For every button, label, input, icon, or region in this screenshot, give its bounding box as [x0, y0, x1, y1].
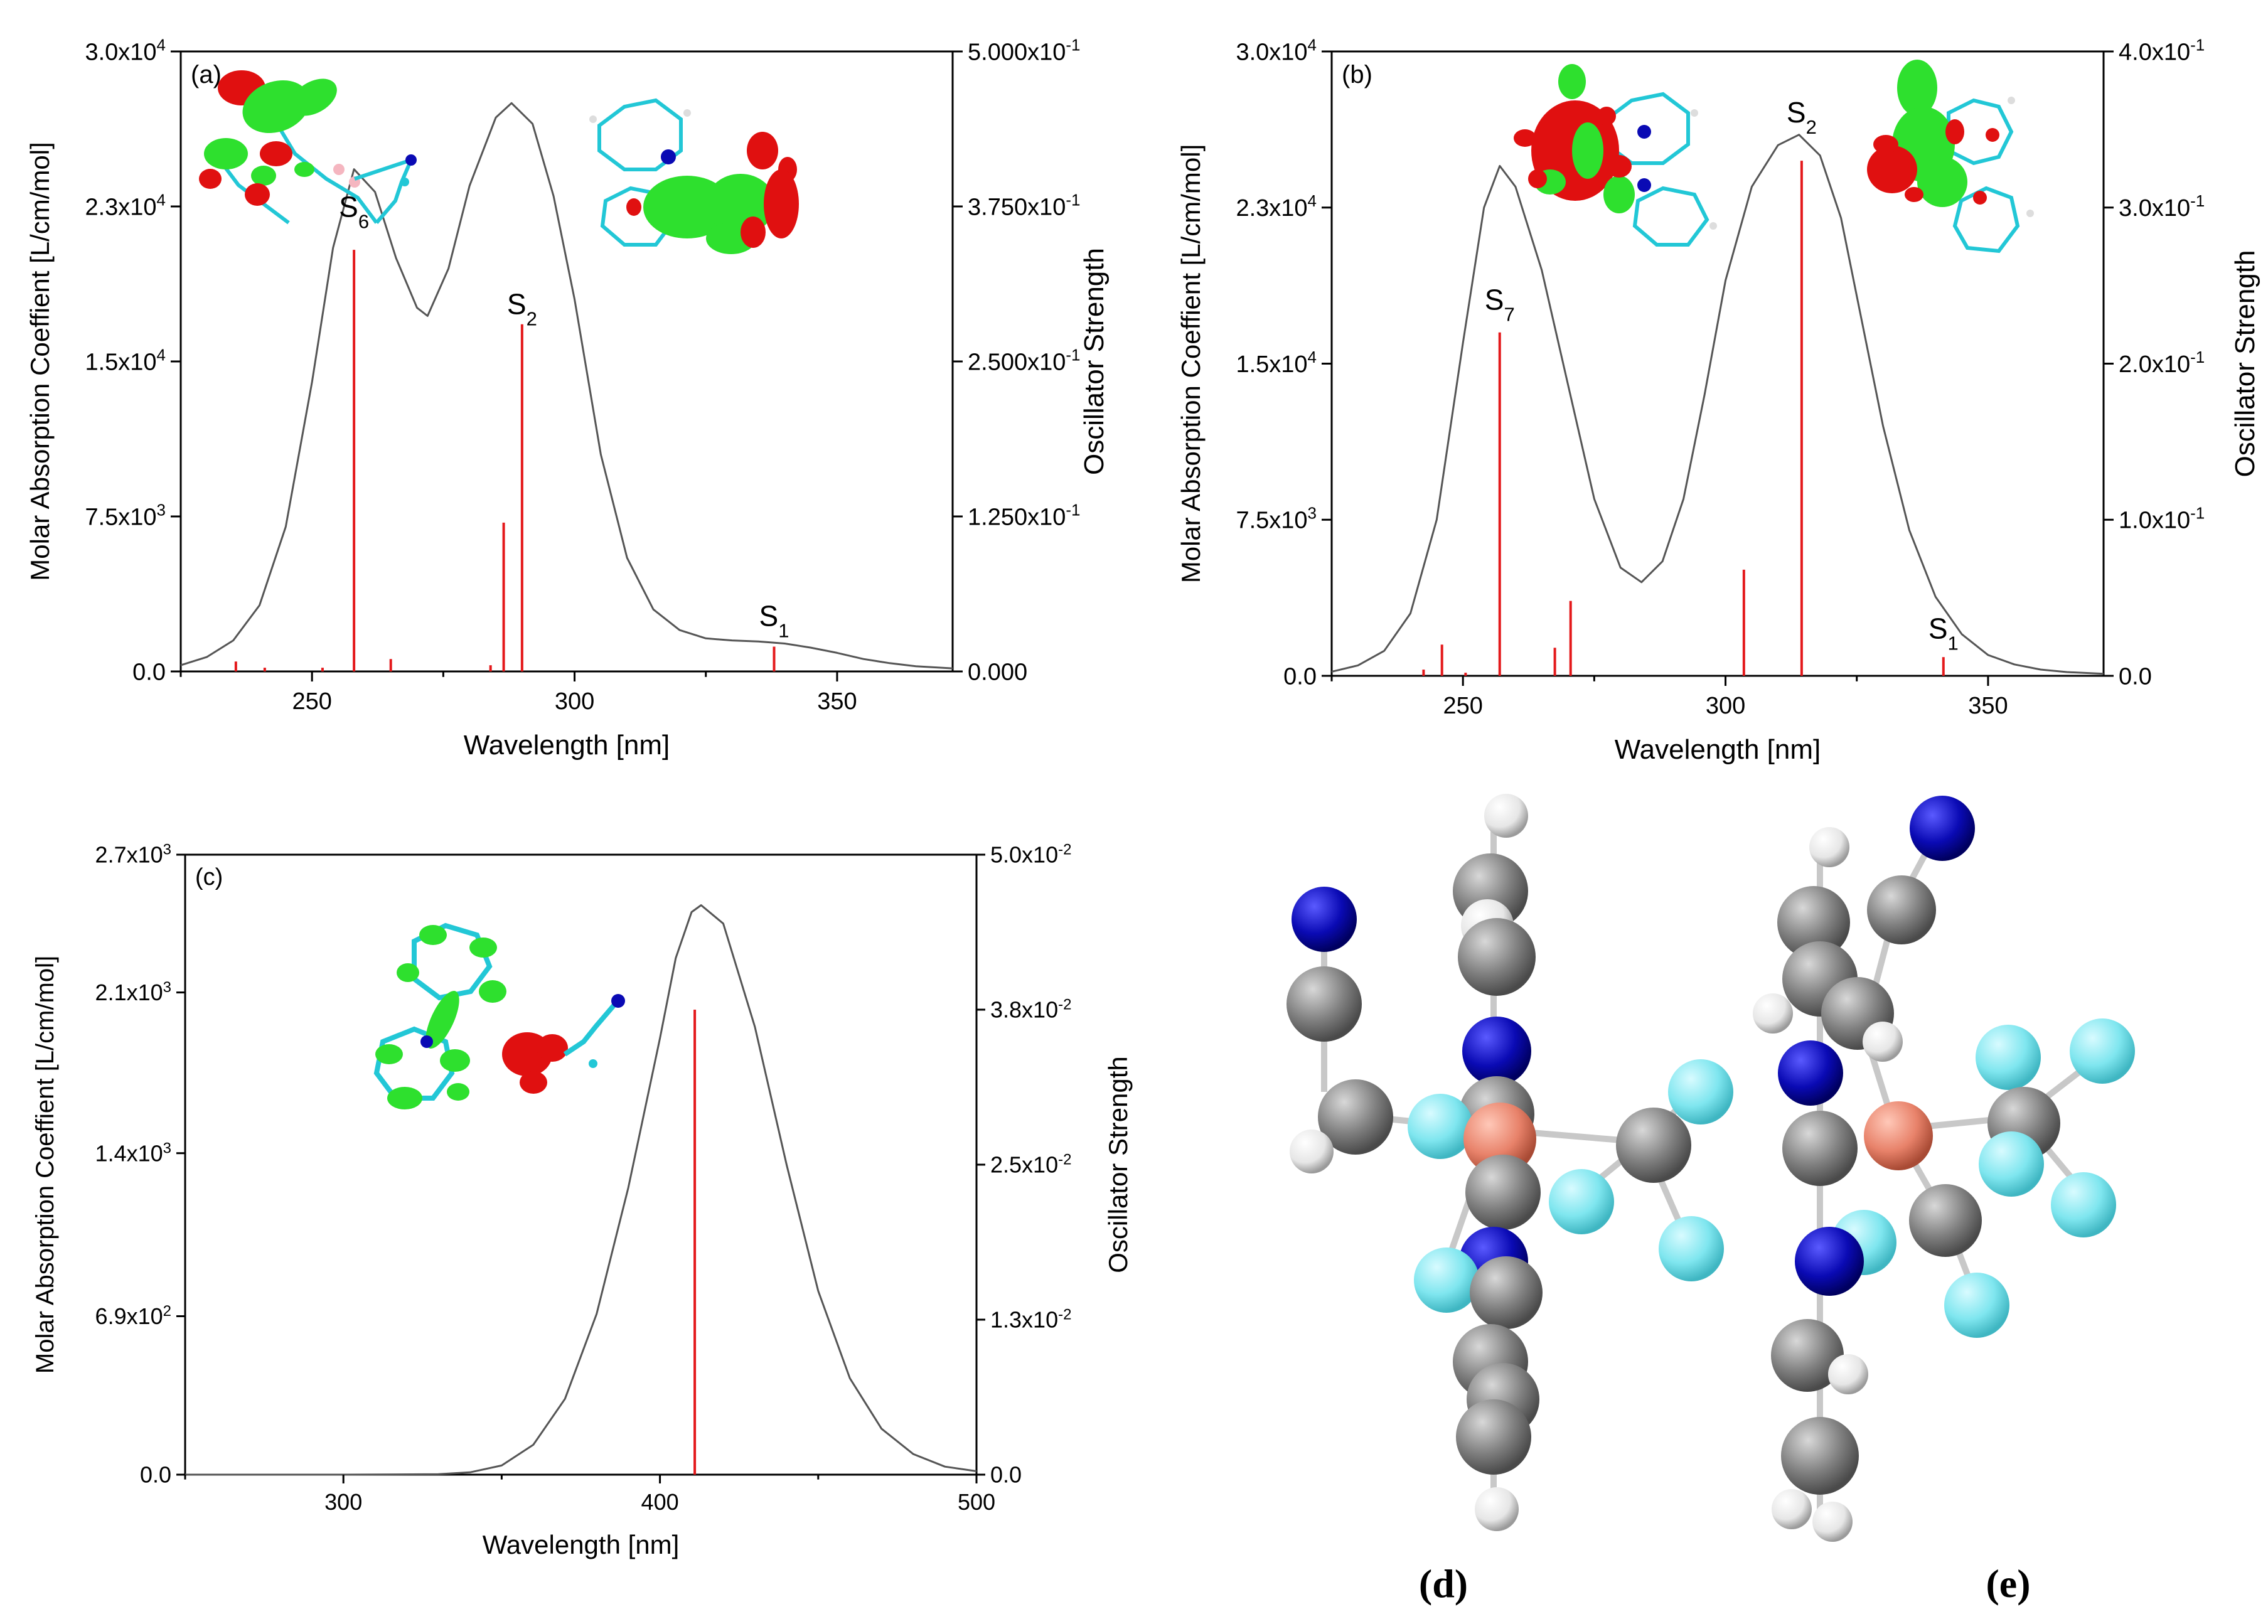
panel-c-orbital-inset [373, 922, 625, 1109]
y-tick-label: 3.0x104 [1236, 35, 1317, 65]
x-tick-label: 300 [555, 688, 594, 715]
x-tick-label: 250 [292, 688, 331, 715]
panel-b-orbital-right-inset [1867, 60, 2034, 254]
y-tick-label: 7.5x103 [1236, 504, 1317, 534]
state-annotation: S1 [1928, 612, 1959, 654]
panel-b-orbital-left-inset [1514, 64, 1717, 247]
y-tick-label: 1.5x104 [1236, 348, 1317, 378]
x-tick-label: 350 [817, 688, 857, 715]
state-annotation: S2 [1787, 96, 1817, 138]
panel-c-chart: 300 400 5000.06.9x1021.4x1032.1x1032.7x103… [31, 841, 1133, 1559]
panel-a-orbital-left-inset [199, 70, 417, 225]
absorption-curve [1331, 134, 2104, 675]
plot-frame [179, 50, 954, 673]
y-tick-label: 0.0 [1283, 663, 1317, 690]
y-tick-label: 2.1x103 [95, 979, 171, 1006]
x-tick-label: 300 [1706, 693, 1745, 719]
y2-tick-label: 1.3x10-2 [990, 1306, 1071, 1333]
panel-e-molecule [1753, 796, 2135, 1542]
x-tick-label: 400 [641, 1489, 679, 1515]
x-axis-title: Wavelength [nm] [483, 1530, 680, 1559]
panel-e-label: (e) [1986, 1561, 2030, 1606]
y-tick-label: 2.7x103 [95, 841, 171, 868]
y2-tick-label: 0.000 [968, 659, 1027, 685]
x-tick-label: 500 [958, 1489, 995, 1515]
y2-tick-label: 2.500x10-1 [968, 345, 1081, 375]
y-tick-label: 1.4x103 [95, 1140, 171, 1167]
absorption-curve [185, 904, 977, 1476]
x-tick-label: 250 [1443, 693, 1482, 719]
y2-tick-label: 1.0x10-1 [2119, 504, 2205, 534]
panel-d-label: (d) [1419, 1561, 1468, 1606]
y-tick-label: 1.5x104 [85, 345, 166, 375]
panel-letter: (c) [195, 864, 223, 890]
panel-a-chart: 250 300 350 0.0 7.5x103 1.5x104 2.3x104 3.0x104… [25, 35, 1110, 761]
y-tick-label: 0.0 [132, 659, 166, 685]
y2-tick-label: 3.750x10-1 [968, 190, 1081, 220]
y-tick-label: 7.5x103 [85, 500, 166, 530]
panel-d-molecule [1286, 794, 1733, 1531]
y-axis-title: Molar Absorption Coeffient [L/cm/mol] [31, 956, 59, 1374]
y-tick-label: 3.0x104 [85, 35, 166, 65]
y2-tick-label: 4.0x10-1 [2119, 35, 2205, 65]
y2-axis-title: Oscillator Strength [2230, 250, 2260, 478]
plot-frame [184, 853, 978, 1476]
state-annotation: S1 [759, 600, 789, 642]
y2-tick-label: 1.250x10-1 [968, 500, 1081, 530]
panel-letter: (a) [191, 61, 222, 88]
y2-axis-title: Oscillator Strength [1079, 248, 1110, 475]
panel-letter: (b) [1342, 61, 1372, 88]
y2-tick-label: 3.8x10-2 [990, 996, 1071, 1023]
x-axis-title: Wavelength [nm] [1615, 734, 1821, 765]
x-tick-label: 350 [1968, 693, 2008, 719]
x-tick-label: 300 [324, 1489, 362, 1515]
y-axis-title: Molar Absorption Coeffient [L/cm/mol] [1176, 144, 1206, 584]
plot-frame [1330, 50, 2105, 677]
y-tick-label: 2.3x104 [1236, 191, 1317, 222]
y2-tick-label: 0.0 [2119, 663, 2152, 690]
y2-tick-label: 5.0x10-2 [990, 841, 1071, 868]
y-tick-label: 2.3x104 [85, 190, 166, 220]
y2-axis-title: Oscillator Strength [1103, 1056, 1133, 1273]
state-annotation: S7 [1485, 283, 1515, 325]
y2-tick-label: 3.0x10-1 [2119, 191, 2205, 222]
absorption-curve [180, 102, 953, 670]
y2-tick-label: 2.5x10-2 [990, 1151, 1071, 1178]
y2-tick-label: 0.0 [990, 1462, 1022, 1488]
y2-tick-label: 2.0x10-1 [2119, 348, 2205, 378]
y-tick-label: 0.0 [140, 1462, 171, 1488]
y-tick-label: 6.9x102 [95, 1303, 171, 1330]
y2-tick-label: 5.000x10-1 [968, 35, 1081, 65]
y-axis-title: Molar Absorption Coeffient [L/cm/mol] [25, 142, 55, 581]
panel-a-orbital-right-inset [589, 98, 799, 254]
state-annotation: S2 [507, 287, 537, 329]
x-axis-title: Wavelength [nm] [464, 730, 670, 761]
panel-b-chart: 250 300 350 0.0 7.5x103 1.5x104 2.3x104 3.0x104… [1176, 35, 2260, 765]
